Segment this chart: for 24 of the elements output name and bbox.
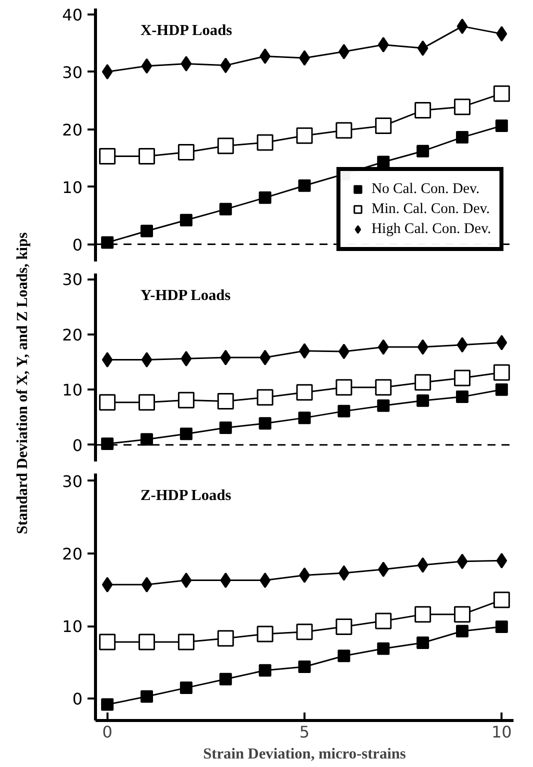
x-axis-title: Strain Deviation, micro-strains <box>203 746 406 762</box>
y-tick-label: 0 <box>72 690 83 709</box>
x-tick-label: 5 <box>299 722 310 742</box>
y-tick-label: 30 <box>62 472 82 491</box>
y-tick-label: 10 <box>62 380 82 400</box>
y-tick-label: 0 <box>72 436 83 455</box>
y-tick-label: 40 <box>62 5 82 24</box>
y-tick-label: 20 <box>62 325 82 344</box>
y-tick-label: 20 <box>62 120 82 140</box>
y-tick-label: 10 <box>62 178 82 197</box>
y-tick-label: 30 <box>62 270 82 290</box>
text: Y-HDP Loads <box>140 287 231 304</box>
text: X-HDP Loads <box>140 22 232 39</box>
y-axis-title: Standard Deviation of X, Y, and Z Loads, kips <box>14 232 31 534</box>
y-tick-label: 30 <box>62 62 82 82</box>
x-tick-label: 10 <box>491 722 512 742</box>
legend-label: No Cal. Con. Dev. <box>371 180 480 198</box>
y-tick-label: 20 <box>62 544 82 564</box>
text: Z-HDP Loads <box>140 487 232 504</box>
x-tick-label: 0 <box>102 722 112 742</box>
y-tick-label: 10 <box>62 617 82 636</box>
legend-label: High Cal. Con. Dev. <box>371 220 491 238</box>
legend-label: Min. Cal. Con. Dev. <box>371 200 490 218</box>
y-tick-label: 0 <box>72 235 83 254</box>
